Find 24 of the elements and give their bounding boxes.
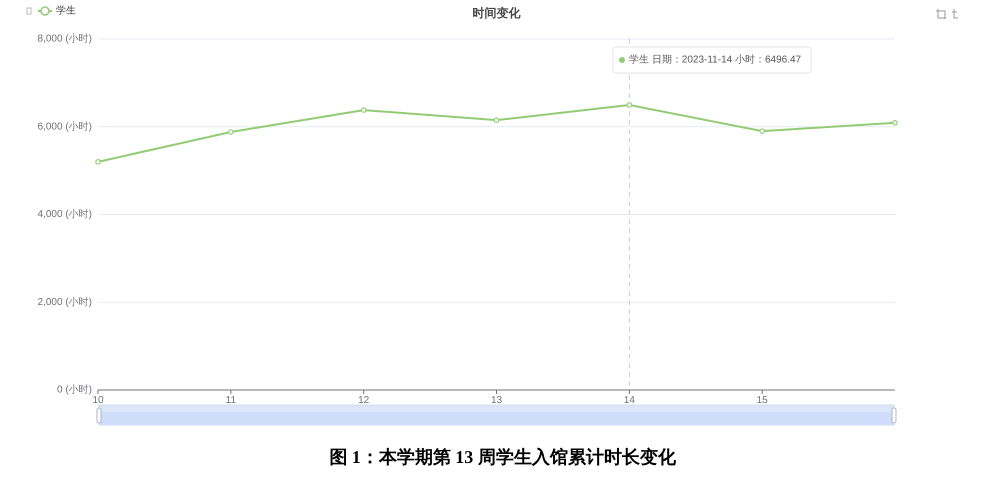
point [892,120,898,126]
x-tick-label: 15 [756,395,768,406]
legend-label: 学生 [56,4,76,17]
y-tick-label: 8,000 (小时) [38,32,92,45]
x-tick-label: 10 [92,395,104,406]
x-tick-label: 14 [624,395,636,406]
caption: 图 1：本学期第 13 周学生入馆累计时长变化 [329,447,677,467]
chart-title: 时间变化 [472,6,522,20]
legend: 学生 [38,6,76,17]
y-tick-label: 6,000 (小时) [38,120,92,132]
point [228,129,234,135]
x-tick-label: 12 [358,395,370,406]
point [95,159,101,165]
point [494,117,500,123]
y-tick-label: 2,000 (小时) [38,296,92,308]
x-tick-label: 11 [226,395,236,406]
point [626,102,632,108]
point [759,128,765,134]
x-tick-label: 13 [490,395,502,406]
y-tick-label: 0 (小时) [57,384,92,396]
annotation: 学生 日期：2023-11-14 小时：6496.47 [629,54,802,66]
point [360,107,366,113]
tooltip: 学生 日期：2023-11-14 小时：6496.47 [612,46,812,74]
y-tick-label: 4,000 (小时) [38,208,92,220]
